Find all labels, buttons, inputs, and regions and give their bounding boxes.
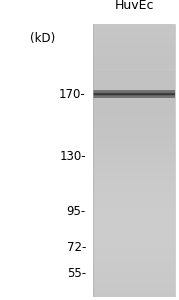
Bar [93, 24, 175, 297]
Text: 95-: 95- [67, 205, 86, 218]
Text: HuvEc: HuvEc [115, 0, 154, 11]
Text: (kD): (kD) [30, 32, 56, 45]
Text: 130-: 130- [59, 150, 86, 163]
Text: 72-: 72- [67, 241, 86, 254]
Text: 55-: 55- [67, 267, 86, 280]
Text: 170-: 170- [59, 88, 86, 101]
